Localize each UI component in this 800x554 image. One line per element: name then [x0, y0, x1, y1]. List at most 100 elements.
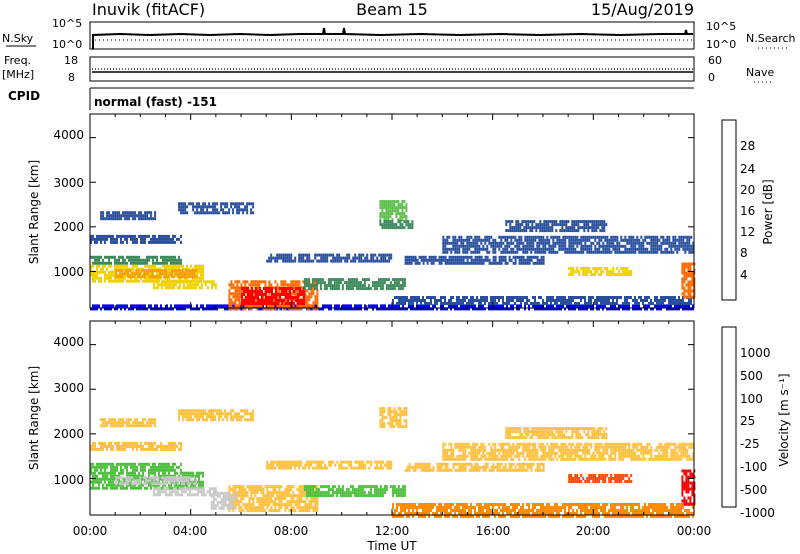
power-echo-cell	[164, 258, 166, 262]
power-echo-cell	[126, 211, 129, 215]
power-echo-cell	[474, 299, 476, 302]
velocity-echo-cell	[126, 462, 128, 466]
power-echo-cell	[283, 293, 285, 296]
velocity-echo-cell	[125, 476, 128, 480]
power-echo-cell	[418, 261, 421, 265]
power-echo-cell	[580, 299, 582, 302]
power-echo-cell	[593, 229, 596, 233]
power-echo-cell	[387, 284, 390, 288]
power-echo-cell	[247, 293, 249, 296]
velocity-echo-cell	[310, 497, 313, 501]
power-echo-cell	[146, 214, 149, 218]
power-echo-cell	[424, 299, 426, 302]
power-echo-cell	[94, 255, 96, 259]
power-echo-cell	[264, 280, 267, 284]
velocity-echo-cell	[250, 418, 253, 422]
power-echo-cell	[554, 250, 557, 254]
velocity-echo-cell	[252, 506, 255, 510]
velocity-echo-cell	[232, 488, 235, 492]
power-echo-cell	[458, 238, 461, 242]
power-echo-cell	[508, 299, 510, 302]
power-echo-cell	[320, 253, 323, 257]
power-echo-cell	[521, 223, 524, 227]
power-echo-cell	[610, 244, 613, 248]
power-echo-cell	[391, 278, 394, 282]
power-echo-cell	[500, 244, 503, 248]
power-echo-cell	[96, 261, 98, 265]
power-echo-cell	[144, 307, 146, 311]
power-echo-cell	[672, 299, 674, 302]
power-echo-cell	[424, 307, 426, 311]
power-echo-cell	[267, 299, 269, 302]
power-echo-cell	[545, 229, 548, 233]
velocity-echo-cell	[110, 444, 112, 448]
power-echo-cell	[92, 304, 94, 308]
velocity-echo-cell	[120, 468, 122, 472]
power-echo-cell	[170, 261, 172, 265]
power-echo-cell	[654, 250, 657, 254]
power-echo-cell	[524, 247, 527, 251]
power-echo-cell	[240, 208, 243, 212]
velocity-echo-cell	[146, 486, 148, 490]
power-echo-cell	[490, 261, 493, 265]
velocity-echo-cell	[240, 409, 243, 413]
power-echo-cell	[573, 220, 576, 224]
power-echo-cell	[678, 302, 680, 305]
velocity-echo-cell	[210, 418, 213, 422]
velocity-echo-cell	[182, 490, 185, 494]
power-echo-cell	[333, 278, 336, 282]
power-echo-cell	[324, 259, 327, 263]
velocity-echo-cell	[174, 471, 176, 475]
power-echo-cell	[390, 304, 392, 308]
velocity-echo-cell	[152, 421, 155, 425]
velocity-echo-cell	[381, 407, 384, 411]
velocity-echo-cell	[96, 468, 98, 472]
power-echo-cell	[255, 302, 257, 305]
power-echo-cell	[636, 247, 639, 251]
power-echo-cell	[686, 302, 688, 305]
power-echo-cell	[506, 302, 508, 305]
power-echo-cell	[298, 283, 301, 287]
velocity-echo-cell	[302, 488, 305, 492]
velocity-echo-cell	[156, 444, 158, 448]
power-echo-cell	[112, 273, 114, 277]
velocity-echo-cell	[280, 500, 283, 504]
power-echo-cell	[383, 206, 386, 210]
power-echo-cell	[251, 299, 253, 302]
power-echo-cell	[624, 304, 626, 308]
power-echo-cell	[372, 307, 374, 311]
power-echo-cell	[172, 307, 174, 311]
power-echo-cell	[116, 211, 119, 215]
power-echo-cell	[680, 244, 683, 248]
velocity-echo-cell	[116, 462, 118, 466]
power-echo-cell	[241, 302, 243, 305]
power-echo-cell	[482, 261, 485, 265]
power-echo-cell	[156, 304, 158, 308]
velocity-echo-cell	[158, 471, 160, 475]
power-echo-cell	[434, 296, 436, 299]
power-echo-cell	[326, 256, 329, 260]
power-echo-cell	[581, 220, 584, 224]
power-echo-cell	[154, 304, 156, 308]
power-echo-cell	[480, 247, 483, 251]
power-echo-cell	[509, 229, 512, 233]
power-echo-cell	[538, 302, 540, 305]
power-echo-cell	[552, 247, 555, 251]
power-echo-cell	[198, 270, 200, 274]
power-echo-cell	[557, 223, 560, 227]
power-echo-cell	[344, 304, 346, 308]
velocity-echo-cell	[208, 412, 211, 416]
power-echo-cell	[418, 299, 420, 302]
power-echo-cell	[178, 264, 180, 268]
power-echo-cell	[542, 250, 545, 254]
power-echo-cell	[470, 235, 473, 239]
velocity-echo-cell	[228, 497, 231, 501]
power-echo-cell	[194, 264, 196, 268]
power-echo-cell	[543, 229, 546, 233]
power-echo-cell	[196, 307, 198, 311]
power-echo-cell	[172, 237, 174, 241]
power-echo-cell	[570, 250, 573, 254]
power-echo-cell	[550, 304, 552, 308]
power-echo-cell	[524, 302, 526, 305]
velocity-echo-cell	[100, 418, 103, 422]
